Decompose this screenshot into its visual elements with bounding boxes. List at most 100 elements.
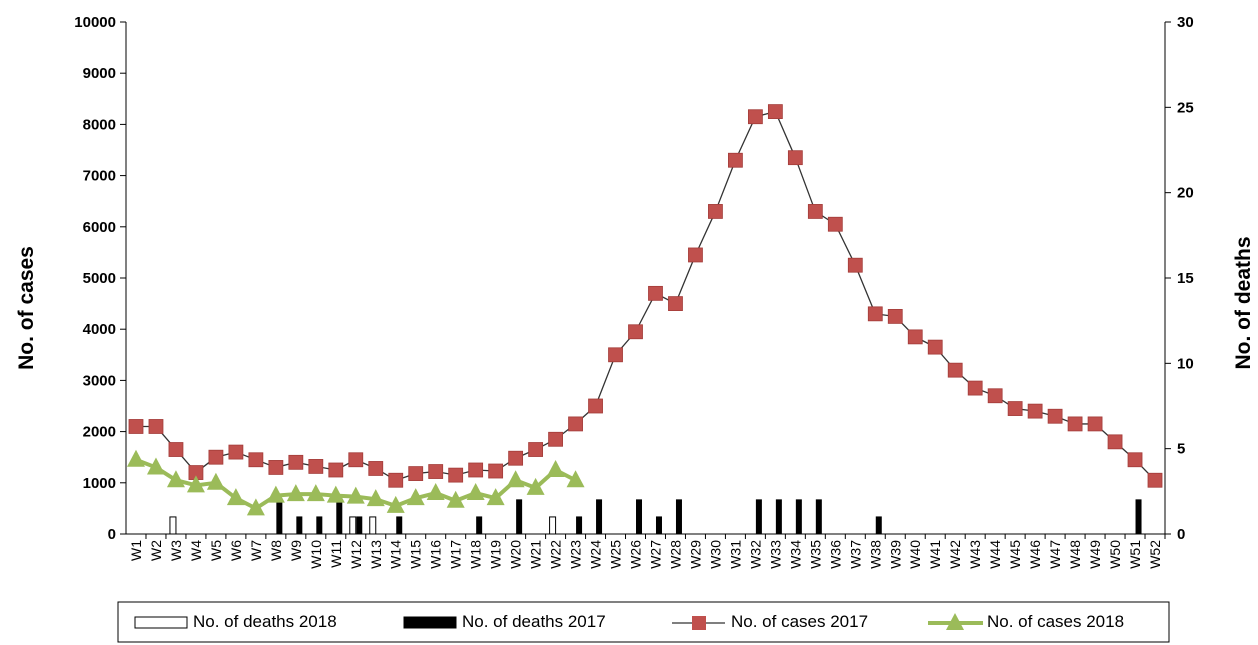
- x-tick-label: W50: [1107, 540, 1123, 569]
- marker-cases-2017: [947, 362, 963, 378]
- x-axis-ticks: W1 W2 W3 W4 W5 W6 W7 W8 W9 W10 W11 W12 W13 W14 W15 W16 W…: [128, 534, 1166, 569]
- bar-deaths-2017: [875, 516, 882, 535]
- x-tick-label: W35: [807, 540, 823, 569]
- bar-deaths-2017: [675, 499, 682, 535]
- y-tick-label: 1000: [83, 475, 116, 492]
- marker-cases-2017: [508, 450, 524, 466]
- bar-deaths-2017: [396, 516, 403, 535]
- x-tick-label: W28: [667, 540, 683, 569]
- marker-cases-2017: [328, 462, 344, 478]
- marker-cases-2017: [1007, 401, 1023, 416]
- y2-axis-title: No. of deaths: [1232, 236, 1255, 369]
- legend-swatch-deaths-2018: [134, 616, 188, 629]
- marker-cases-2018: [266, 485, 285, 503]
- y-tick-label: 2000: [83, 424, 116, 441]
- marker-cases-2017: [128, 419, 144, 434]
- marker-cases-2017: [708, 204, 723, 219]
- x-tick-label: W38: [867, 540, 883, 569]
- x-tick-label: W10: [308, 540, 324, 569]
- x-tick-label: W24: [588, 540, 604, 569]
- marker-cases-2017: [1147, 472, 1163, 488]
- marker-cases-2017: [967, 380, 983, 396]
- marker-cases-2017: [1067, 416, 1083, 432]
- x-tick-label: W34: [787, 540, 803, 569]
- bar-deaths-2018: [369, 516, 377, 535]
- bar-deaths-2018: [349, 516, 357, 535]
- x-tick-label: W36: [827, 540, 843, 569]
- x-tick-label: W47: [1047, 540, 1063, 569]
- x-tick-label: W12: [348, 540, 364, 569]
- y-tick-label: 8000: [83, 116, 116, 133]
- marker-cases-2018: [226, 488, 245, 506]
- x-tick-label: W48: [1067, 540, 1083, 569]
- bar-deaths-2017: [476, 516, 483, 535]
- x-tick-label: W49: [1087, 540, 1103, 569]
- x-tick-label: W15: [408, 540, 424, 569]
- y2-tick-label: 20: [1177, 185, 1194, 202]
- marker-cases-2017: [747, 109, 763, 125]
- bar-deaths-2018: [549, 516, 557, 535]
- marker-cases-2018: [466, 483, 485, 501]
- marker-cases-2018: [386, 495, 405, 513]
- marker-cases-2017: [867, 306, 883, 322]
- bar-deaths-2017: [516, 499, 523, 535]
- x-tick-label: W33: [767, 540, 783, 569]
- y2-tick-label: 0: [1177, 526, 1185, 543]
- bar-deaths-2017: [276, 499, 283, 535]
- marker-cases-2017: [628, 324, 643, 340]
- x-tick-label: W46: [1027, 540, 1043, 569]
- marker-cases-2017: [448, 467, 464, 483]
- legend-marker-cases-2018: [946, 613, 964, 630]
- marker-cases-2017: [528, 442, 544, 457]
- x-tick-label: W4: [188, 540, 204, 561]
- x-tick-label: W19: [488, 540, 504, 569]
- y2-tick-label: 25: [1177, 99, 1194, 116]
- marker-cases-2017: [887, 308, 903, 324]
- y-tick-label: 9000: [83, 65, 116, 82]
- y2-tick-label: 10: [1177, 355, 1194, 372]
- marker-cases-2017: [548, 431, 563, 447]
- marker-cases-2018: [326, 485, 345, 503]
- marker-cases-2017: [588, 398, 603, 414]
- bar-deaths-2017: [755, 499, 762, 535]
- marker-cases-2018: [246, 498, 265, 516]
- marker-cases-2017: [248, 452, 264, 468]
- bar-deaths-2017: [576, 516, 583, 535]
- bar-deaths-2017: [655, 516, 662, 535]
- y2-tick-label: 15: [1177, 270, 1194, 287]
- marker-cases-2018: [426, 483, 445, 501]
- x-tick-label: W8: [268, 540, 284, 561]
- marker-cases-2017: [428, 464, 444, 479]
- marker-cases-2017: [927, 339, 943, 355]
- x-tick-label: W32: [747, 540, 763, 569]
- bar-deaths-2017: [316, 516, 323, 535]
- x-tick-label: W3: [168, 540, 184, 561]
- marker-cases-2018: [206, 472, 225, 490]
- x-tick-label: W11: [328, 540, 344, 568]
- marker-cases-2017: [168, 442, 184, 457]
- y-axis-title: No. of cases: [15, 246, 38, 370]
- x-tick-label: W44: [987, 540, 1003, 569]
- x-tick-label: W9: [288, 540, 304, 561]
- marker-cases-2017: [608, 347, 623, 363]
- y2-tick-label: 30: [1177, 14, 1194, 31]
- legend-label-cases-2017: No. of cases 2017: [731, 612, 868, 631]
- marker-cases-2017: [488, 463, 504, 479]
- bar-deaths-2017: [815, 499, 822, 535]
- x-tick-label: W5: [208, 540, 224, 561]
- marker-cases-2017: [228, 444, 244, 460]
- marker-cases-2018: [146, 457, 165, 475]
- marker-cases-2017: [308, 459, 324, 474]
- x-tick-label: W20: [508, 540, 524, 569]
- bar-deaths-2017: [596, 499, 603, 535]
- marker-cases-2017: [1127, 452, 1143, 468]
- line-cases-2017: [135, 110, 1156, 481]
- y-tick-label: 4000: [83, 321, 116, 338]
- marker-cases-2017: [787, 150, 803, 166]
- death-bars: [169, 499, 1142, 535]
- x-tick-label: W43: [967, 540, 983, 569]
- marker-cases-2017: [368, 461, 384, 476]
- bar-deaths-2017: [636, 499, 643, 535]
- x-tick-label: W23: [568, 540, 584, 569]
- marker-cases-2017: [468, 462, 484, 478]
